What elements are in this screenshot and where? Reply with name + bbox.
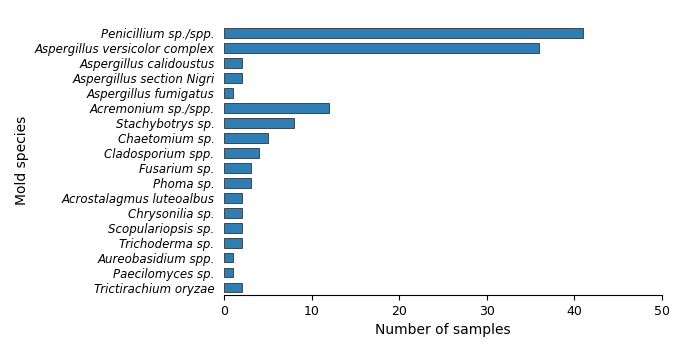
Bar	[224, 253, 233, 263]
Bar	[224, 238, 242, 247]
Bar	[224, 43, 540, 53]
Bar	[224, 268, 233, 277]
Bar	[224, 193, 242, 203]
Bar	[224, 223, 242, 233]
Bar	[224, 28, 583, 38]
Bar	[224, 208, 242, 217]
Bar	[224, 133, 268, 143]
Bar	[224, 178, 251, 188]
Bar	[224, 283, 242, 292]
Bar	[224, 103, 329, 113]
Y-axis label: Mold species: Mold species	[15, 116, 29, 205]
Bar	[224, 148, 260, 158]
Bar	[224, 88, 233, 98]
X-axis label: Number of samples: Number of samples	[375, 323, 511, 337]
Bar	[224, 118, 295, 128]
Bar	[224, 58, 242, 68]
Bar	[224, 73, 242, 83]
Bar	[224, 163, 251, 173]
